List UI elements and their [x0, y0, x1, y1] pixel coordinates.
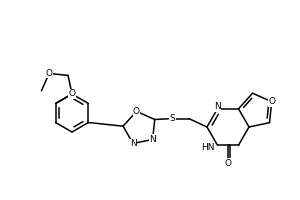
Text: O: O: [68, 90, 76, 98]
Text: O: O: [224, 159, 232, 168]
Text: N: N: [214, 102, 221, 111]
Text: O: O: [133, 107, 140, 116]
Text: N: N: [130, 139, 136, 148]
Text: S: S: [170, 114, 176, 123]
Text: HN: HN: [201, 143, 214, 152]
Text: N: N: [149, 135, 156, 144]
Text: O: O: [268, 97, 275, 106]
Text: O: O: [46, 69, 53, 78]
